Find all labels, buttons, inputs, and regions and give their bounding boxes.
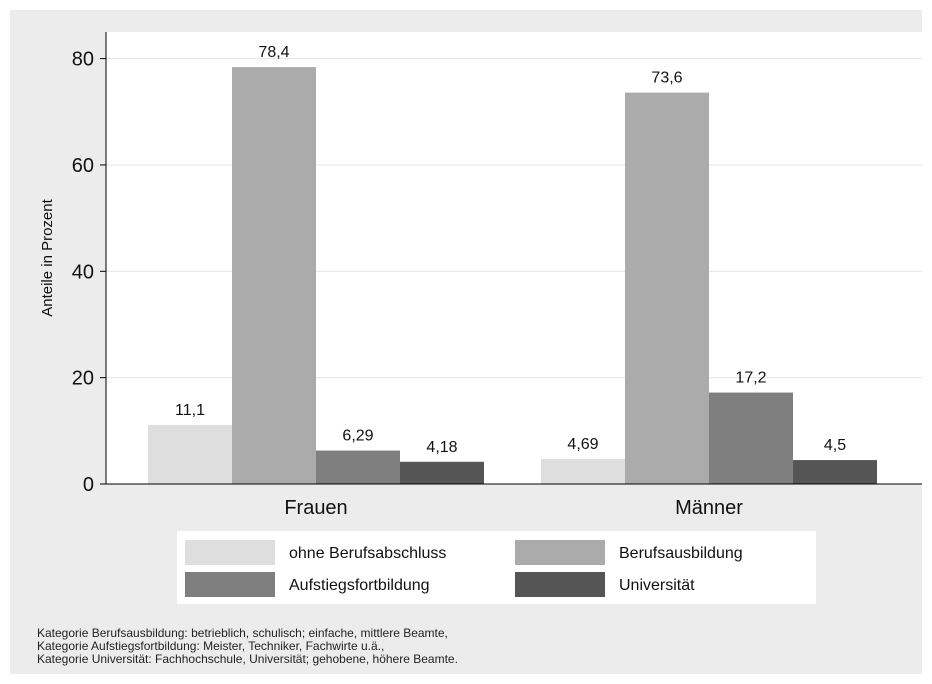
legend-swatch	[515, 540, 605, 565]
bar-value-label: 4,18	[426, 439, 457, 456]
footnote-3: Kategorie Universität: Fachhochschule, U…	[37, 652, 458, 666]
legend-swatch	[185, 572, 275, 597]
x-category-label: Männer	[675, 497, 743, 519]
chart-frame: 11,1 78,4 6,29 4,18 4,69 73,6 17,2 4,5 0 20 40 60 80…	[10, 10, 922, 674]
legend-label: Universität	[619, 577, 695, 594]
legend-swatch	[515, 572, 605, 597]
y-tick-label: 60	[72, 155, 94, 177]
bar	[316, 450, 400, 484]
y-tick-label: 0	[83, 474, 94, 496]
bar-value-label: 11,1	[175, 402, 205, 419]
bar-chart: 11,1 78,4 6,29 4,18 4,69 73,6 17,2 4,5 0 20 40 60 80…	[39, 32, 922, 604]
footnotes: Kategorie Berufsausbildung: betrieblich,…	[37, 627, 458, 666]
legend-label: ohne Berufsabschluss	[289, 545, 446, 562]
legend-box	[177, 531, 816, 604]
bar	[541, 459, 625, 484]
bar-value-label: 17,2	[735, 370, 766, 387]
bar	[709, 392, 793, 484]
bar-value-label: 4,5	[824, 437, 846, 454]
legend-label: Aufstiegsfortbildung	[289, 577, 430, 594]
y-tick-label: 80	[72, 49, 94, 71]
bar	[232, 67, 316, 484]
y-tick-label: 40	[72, 261, 94, 283]
bar	[625, 92, 709, 484]
bar-value-label: 4,69	[567, 436, 598, 453]
bar	[793, 460, 877, 484]
plot-area	[106, 32, 922, 484]
x-category-label: Frauen	[284, 497, 347, 519]
bar	[148, 424, 232, 484]
bar-value-label: 6,29	[342, 428, 373, 445]
footnote-2: Kategorie Aufstiegsfortbildung: Meister,…	[37, 639, 385, 653]
footnote-1: Kategorie Berufsausbildung: betrieblich,…	[37, 626, 448, 640]
y-axis-title: Anteile in Prozent	[39, 198, 56, 316]
legend-swatch	[185, 540, 275, 565]
bar-value-label: 78,4	[258, 44, 289, 61]
bar	[400, 461, 484, 484]
bar-value-label: 73,6	[651, 70, 682, 87]
y-tick-label: 20	[72, 368, 94, 390]
legend-label: Berufsausbildung	[619, 545, 743, 562]
